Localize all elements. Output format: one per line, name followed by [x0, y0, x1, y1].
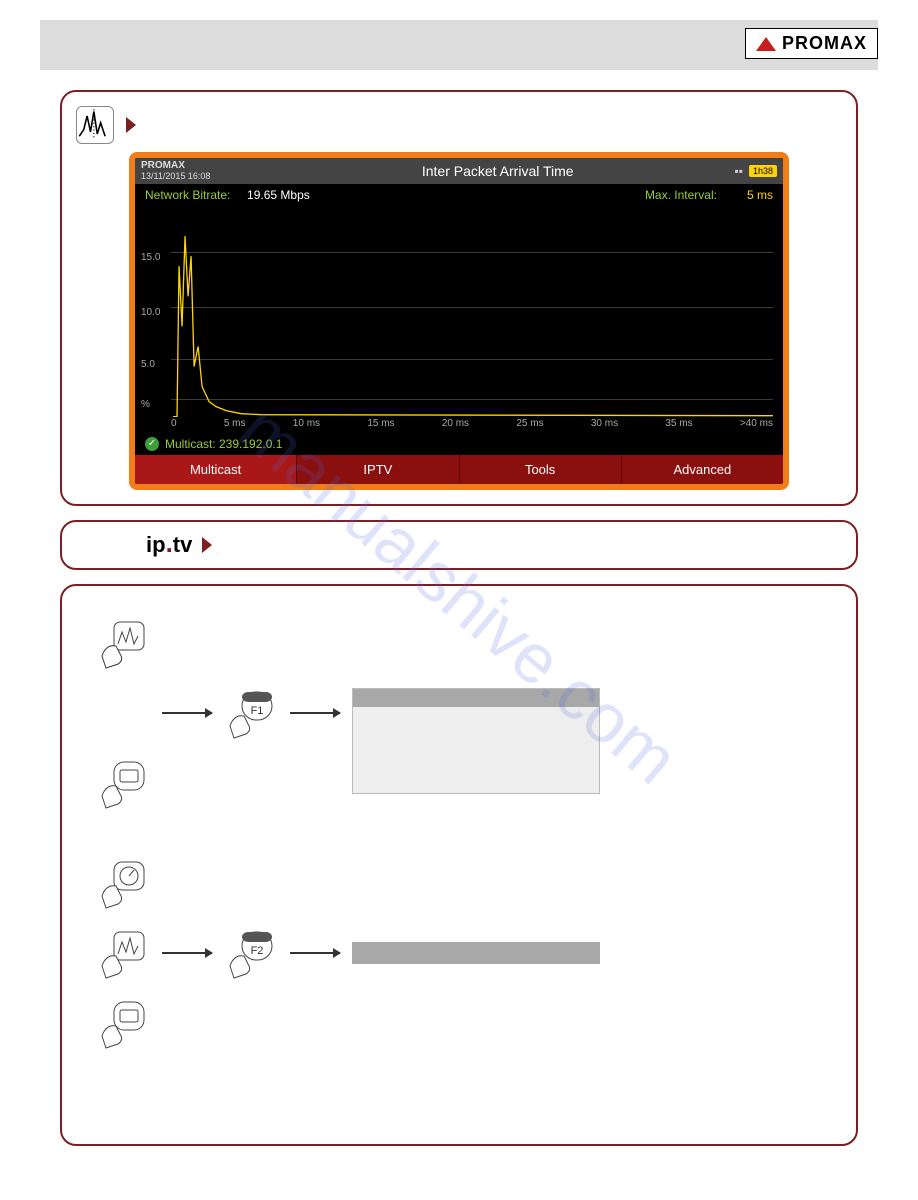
press-gauge-icon	[96, 860, 152, 912]
bar-result	[352, 942, 600, 964]
arrow-icon	[162, 952, 212, 954]
arrow-icon	[162, 712, 212, 714]
device-brand: PROMAX 13/11/2015 16:08	[141, 160, 261, 182]
iptv-tv: tv	[173, 532, 193, 557]
press-f1-button[interactable]: F1	[224, 690, 280, 742]
network-icon: ▪▪	[734, 164, 743, 178]
maxint-label: Max. Interval:	[645, 188, 717, 202]
menu-iptv[interactable]: IPTV	[297, 455, 459, 484]
screen-title: Inter Packet Arrival Time	[261, 163, 734, 179]
top-header: PROMAX	[40, 20, 878, 70]
flows-card: F1 F2	[60, 584, 858, 1146]
device-title-bar: PROMAX 13/11/2015 16:08 Inter Packet Arr…	[135, 158, 783, 184]
menu-tools[interactable]: Tools	[460, 455, 622, 484]
dropdown-body	[353, 707, 599, 793]
spectrum-icon	[76, 106, 114, 144]
stats-bar: Network Bitrate: 19.65 Mbps Max. Interva…	[135, 184, 783, 206]
multicast-status: ✓ Multicast: 239.192.0.1	[135, 433, 783, 455]
x-axis: 05 ms10 ms15 ms20 ms25 ms30 ms35 ms>40 m…	[135, 416, 783, 433]
svg-text:F2: F2	[251, 945, 264, 957]
flow-f2: F2	[96, 860, 822, 1060]
iptv-ip: ip	[146, 532, 166, 557]
arrow-right-icon	[126, 117, 136, 133]
dropdown-result	[352, 688, 600, 794]
ipat-chart: 15.010.05.0%	[135, 206, 783, 416]
menu-multicast[interactable]: Multicast	[135, 455, 297, 484]
iptv-logo: ip.tv	[76, 532, 842, 558]
press-f2-button[interactable]: F2	[224, 930, 280, 982]
bitrate-value: 19.65 Mbps	[247, 188, 310, 202]
arrow-icon	[290, 952, 340, 954]
iptv-dot-icon: .	[166, 528, 173, 558]
logo: PROMAX	[745, 28, 878, 59]
logo-text: PROMAX	[782, 33, 867, 54]
iptv-header-card: ip.tv	[60, 520, 858, 570]
press-spectrum-icon	[96, 930, 152, 982]
maxint-value: 5 ms	[747, 188, 773, 202]
press-screen-icon	[96, 760, 152, 812]
svg-text:F1: F1	[251, 705, 264, 717]
arrow-icon	[290, 712, 340, 714]
ipat-card: PROMAX 13/11/2015 16:08 Inter Packet Arr…	[60, 90, 858, 506]
press-screen-icon	[96, 1000, 152, 1052]
menu-advanced[interactable]: Advanced	[622, 455, 783, 484]
battery-badge: 1h38	[749, 165, 777, 177]
logo-triangle-icon	[756, 37, 776, 51]
multicast-label: Multicast: 239.192.0.1	[165, 437, 282, 451]
dropdown-header	[353, 689, 599, 707]
chart-line	[171, 206, 773, 417]
device-screen: PROMAX 13/11/2015 16:08 Inter Packet Arr…	[129, 152, 789, 490]
check-icon: ✓	[145, 437, 159, 451]
device-menubar: MulticastIPTVToolsAdvanced	[135, 455, 783, 484]
arrow-right-icon	[202, 537, 212, 553]
bitrate-label: Network Bitrate:	[145, 188, 230, 202]
press-spectrum-icon	[96, 620, 152, 672]
flow-f1: F1	[96, 620, 822, 820]
